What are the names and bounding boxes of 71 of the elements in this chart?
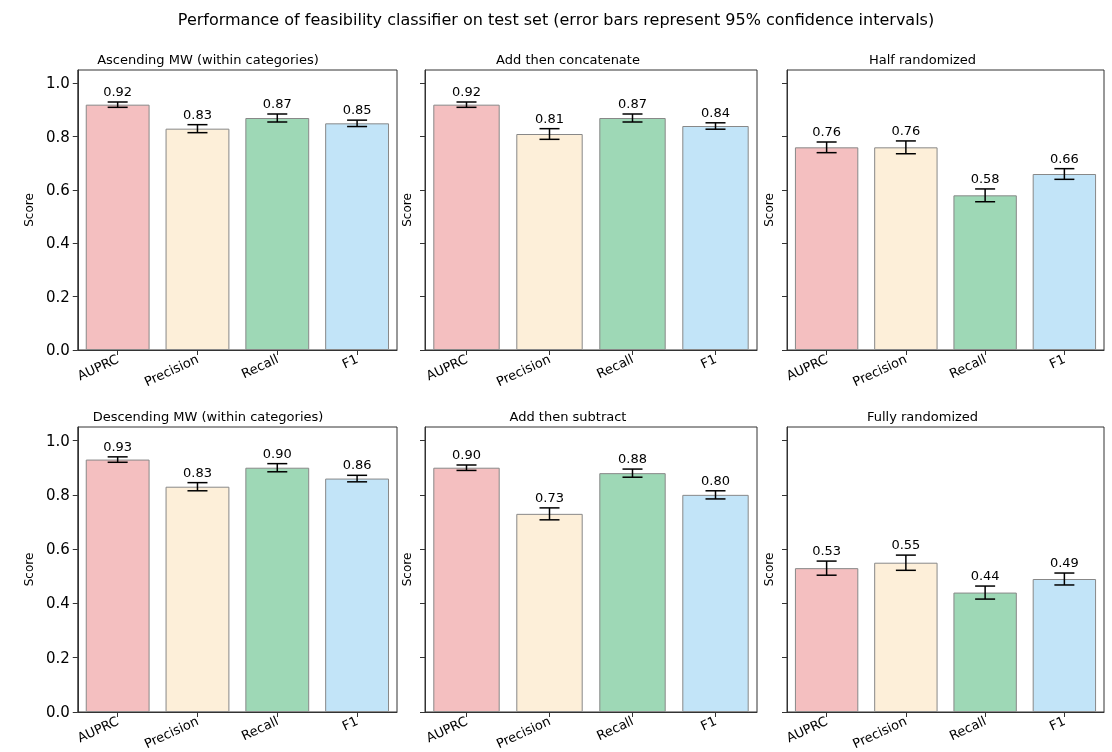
y-axis-title: Score <box>762 193 776 227</box>
bar <box>85 459 150 712</box>
y-tick-label: 0.2 <box>45 287 70 306</box>
data-label: 0.66 <box>1049 150 1079 166</box>
data-label: 0.76 <box>891 122 921 138</box>
bar <box>245 467 310 712</box>
bar <box>85 104 150 350</box>
bar <box>1032 579 1097 712</box>
x-tick-label: F1 <box>339 713 361 734</box>
y-tick-label: 0.0 <box>45 703 70 721</box>
bar <box>325 123 390 350</box>
x-tick-label: F1 <box>1046 351 1068 372</box>
y-tick-label: 0.6 <box>45 540 70 559</box>
bar <box>516 513 583 712</box>
y-tick-label: 0.4 <box>45 594 70 613</box>
bar <box>874 562 938 712</box>
data-label: 0.80 <box>701 472 730 488</box>
data-label: 0.76 <box>812 124 842 139</box>
y-tick-label: 0.0 <box>45 341 70 359</box>
chart-title: Half randomized <box>868 52 977 67</box>
data-label: 0.92 <box>103 84 133 99</box>
bar <box>599 473 666 712</box>
data-label: 0.85 <box>342 102 372 118</box>
y-tick-label: 1.0 <box>45 431 70 450</box>
x-tick-label: F1 <box>339 351 361 372</box>
data-label: 0.87 <box>262 96 292 111</box>
x-tick-label: F1 <box>698 713 719 734</box>
y-axis-title: Score <box>400 193 414 227</box>
data-label: 0.49 <box>1049 555 1079 571</box>
data-label: 0.92 <box>452 84 481 99</box>
bar <box>165 128 230 350</box>
y-axis-title: Score <box>762 552 776 587</box>
x-tick-label: F1 <box>698 351 719 372</box>
data-label: 0.88 <box>618 451 647 467</box>
y-tick-label: 0.6 <box>45 181 70 199</box>
data-label: 0.55 <box>891 537 921 553</box>
bar <box>953 592 1017 712</box>
bar <box>325 478 390 712</box>
data-label: 0.86 <box>342 457 372 473</box>
chart-title: Fully randomized <box>866 409 979 424</box>
bar <box>682 494 749 712</box>
data-label: 0.81 <box>535 110 564 126</box>
y-tick-label: 0.8 <box>45 127 70 146</box>
y-tick-label: 1.0 <box>45 74 70 93</box>
data-label: 0.73 <box>535 489 564 505</box>
bar <box>794 568 859 712</box>
y-axis-title: Score <box>22 552 36 587</box>
y-tick-label: 0.4 <box>45 234 70 253</box>
chart-title: Add then concatenate <box>496 52 640 67</box>
data-label: 0.83 <box>183 106 212 122</box>
data-label: 0.44 <box>970 568 1000 584</box>
data-label: 0.90 <box>262 445 292 461</box>
chart-title: Ascending MW (within categories) <box>97 52 319 67</box>
data-label: 0.87 <box>618 96 647 111</box>
text: Performance of feasibility classifier on test set (error bars represent 95% confidence intervals) <box>176 10 936 29</box>
y-axis-title: Score <box>400 552 414 587</box>
bar <box>165 486 230 712</box>
y-tick-label: 0.8 <box>45 485 70 504</box>
data-label: 0.83 <box>183 464 212 480</box>
data-label: 0.84 <box>701 104 730 120</box>
bar <box>433 467 500 712</box>
data-label: 0.53 <box>812 543 842 559</box>
data-label: 0.90 <box>452 447 481 462</box>
x-tick-label: F1 <box>1046 713 1068 734</box>
chart-title: Descending MW (within categories) <box>92 409 324 424</box>
bar <box>245 118 310 350</box>
chart-title: Add then subtract <box>509 409 627 424</box>
y-tick-label: 0.2 <box>45 648 70 667</box>
data-label: 0.93 <box>103 438 133 454</box>
data-label: 0.58 <box>970 170 1000 186</box>
y-axis-title: Score <box>22 193 36 227</box>
